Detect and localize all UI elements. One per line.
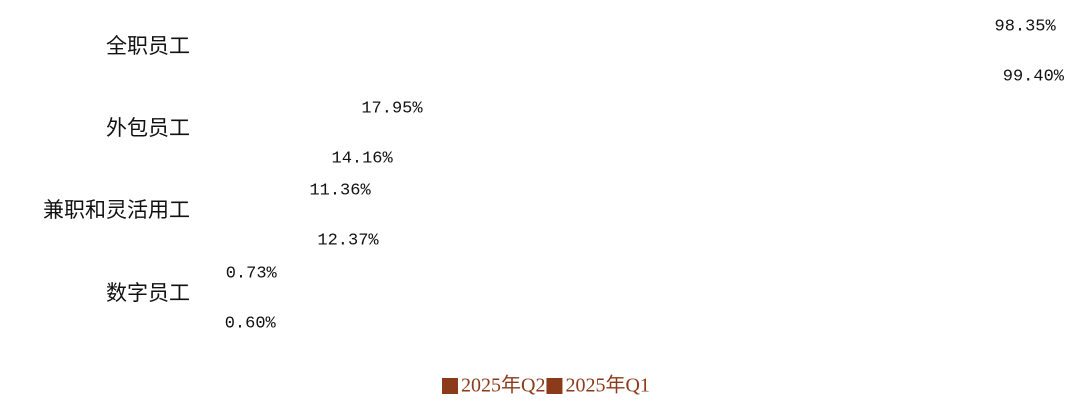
value-label: 99.40%: [1003, 67, 1065, 86]
value-label: 98.35%: [995, 17, 1057, 36]
category-label: 全职员工: [106, 34, 190, 58]
value-label: 11.36%: [309, 181, 371, 200]
category-label: 外包员工: [106, 116, 190, 140]
legend-label: 2025年Q2: [461, 374, 545, 397]
bar: [214, 98, 355, 118]
bar: [214, 16, 989, 36]
bar: [214, 263, 220, 283]
bar: [214, 66, 997, 86]
value-label: 14.16%: [332, 149, 394, 168]
value-label: 0.73%: [226, 264, 278, 283]
bar: [214, 230, 311, 250]
legend-swatch: [442, 378, 458, 394]
category-label: 数字员工: [106, 281, 190, 305]
value-label: 17.95%: [361, 99, 423, 118]
bar: [214, 148, 326, 168]
legend: 2025年Q2 2025年Q1: [442, 374, 650, 397]
value-label: 0.60%: [225, 314, 277, 333]
bar: [214, 180, 303, 200]
category-label: 兼职和灵活用工: [43, 198, 190, 222]
value-label: 12.37%: [317, 231, 379, 250]
bar: [214, 313, 219, 333]
legend-swatch: [546, 378, 563, 394]
legend-label: 2025年Q1: [565, 374, 649, 397]
